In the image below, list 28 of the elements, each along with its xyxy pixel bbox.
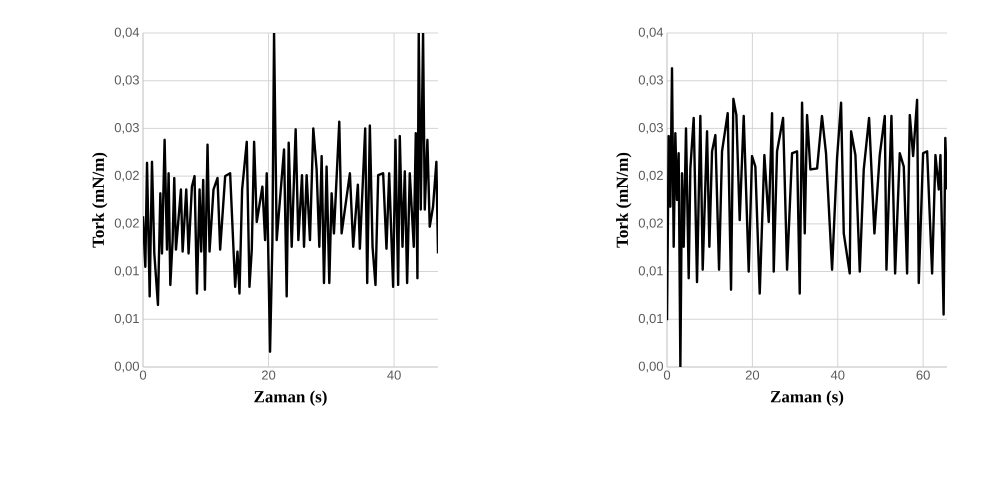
y-tick-label: 0,02 (638, 170, 663, 182)
x-tick-label: 20 (746, 370, 760, 380)
y-tick-label: 0,03 (638, 123, 663, 134)
y-tick-label: 0,00 (638, 362, 663, 372)
y-tick-label: 0,04 (638, 28, 664, 38)
y-tick-label: 0,02 (114, 218, 139, 230)
x-tick-label: 20 (262, 370, 276, 380)
x-tick-label: 40 (830, 370, 844, 380)
y-axis-title: Tork (mN/m) (92, 152, 108, 248)
y-tick-label: 0,02 (114, 170, 139, 182)
x-tick-label: 60 (916, 370, 930, 380)
y-tick-label: 0,03 (638, 75, 663, 86)
x-tick-label: 40 (387, 370, 401, 380)
x-tick-label: 0 (140, 370, 146, 380)
x-tick-label: 0 (664, 370, 670, 380)
y-tick-label: 0,00 (114, 362, 139, 372)
y-tick-label: 0,01 (638, 314, 663, 325)
y-tick-label: 0,01 (114, 266, 139, 277)
y-tick-label: 0,04 (114, 28, 140, 38)
y-tick-label: 0,01 (638, 266, 663, 277)
y-axis-title: Tork (mN/m) (616, 152, 632, 248)
line-series (143, 32, 438, 353)
x-axis-title: Zaman (s) (254, 390, 327, 406)
y-tick-label: 0,03 (114, 123, 139, 134)
y-tick-label: 0,02 (638, 218, 663, 230)
x-axis-title: Zaman (s) (770, 390, 844, 406)
y-tick-label: 0,03 (114, 75, 139, 86)
y-tick-label: 0,01 (114, 314, 139, 325)
